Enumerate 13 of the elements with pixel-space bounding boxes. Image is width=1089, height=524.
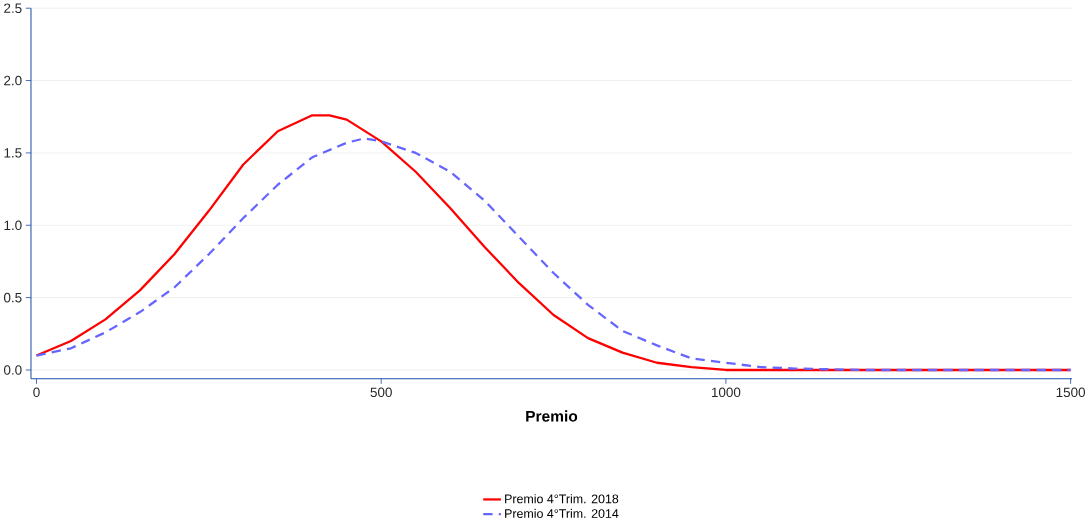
- legend-label: Premio 4°Trim. 2018: [505, 494, 619, 504]
- x-tick-label: 1500: [1056, 387, 1086, 398]
- x-tick-label: 1000: [711, 387, 741, 398]
- y-tick-label: 2.0: [4, 76, 22, 86]
- x-tick-label: 500: [370, 387, 392, 398]
- legend-label: Premio 4°Trim. 2014: [505, 509, 619, 519]
- y-tick-label: 2.5: [4, 3, 22, 14]
- y-tick-label: 0.0: [3, 365, 22, 375]
- x-axis-title: Premio: [526, 410, 578, 422]
- y-tick-label: 0.5: [3, 293, 22, 303]
- x-tick-label: 0: [33, 387, 40, 398]
- y-tick-label: 1.0: [4, 220, 22, 231]
- y-tick-label: 1.5: [4, 148, 22, 158]
